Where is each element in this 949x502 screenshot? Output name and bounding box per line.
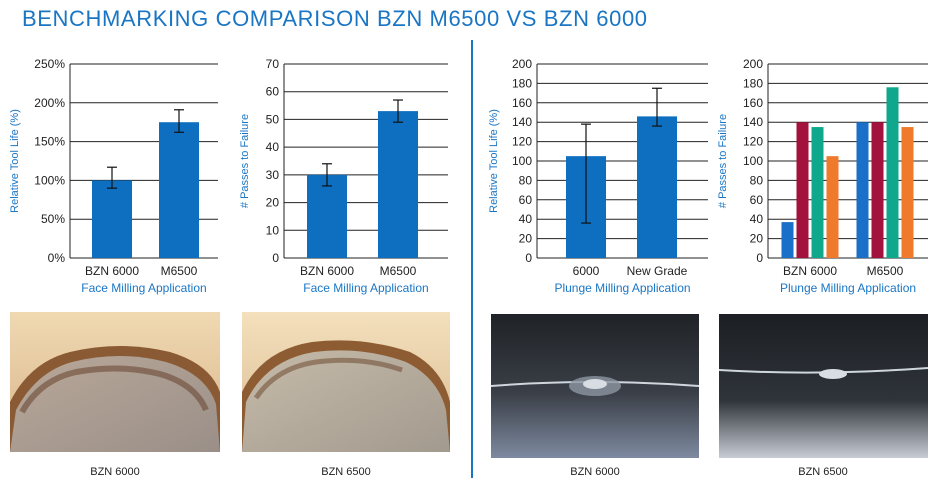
y-tick-label: 140: [512, 115, 532, 129]
y-axis-title: # Passes to Failure: [717, 114, 729, 208]
y-tick-label: 10: [266, 223, 280, 237]
y-tick-label: 60: [750, 193, 764, 207]
y-tick-label: 60: [266, 85, 280, 99]
y-tick-label: 30: [266, 168, 280, 182]
bar: [901, 127, 914, 258]
y-tick-label: 80: [750, 173, 764, 187]
photo-caption: BZN 6000: [570, 466, 620, 478]
y-tick-label: 150%: [34, 135, 65, 149]
y-tick-label: 0: [756, 251, 763, 265]
y-tick-label: 0: [272, 251, 279, 265]
face-mill-insert-wear-photo-icon: [242, 312, 450, 452]
x-axis-title: Plunge Milling Application: [554, 281, 690, 295]
x-tick-label: 6000: [573, 264, 600, 278]
bar: [856, 122, 869, 258]
y-tick-label: 200: [512, 57, 532, 71]
photo-plunge-bzn6000: [491, 314, 699, 458]
y-tick-label: 180: [512, 76, 532, 90]
y-tick-label: 100%: [34, 173, 65, 187]
y-tick-label: 60: [519, 193, 533, 207]
y-tick-label: 160: [512, 96, 532, 110]
photo-face-bzn6500: [242, 312, 450, 452]
y-tick-label: 20: [519, 232, 533, 246]
y-tick-label: 120: [743, 135, 763, 149]
y-tick-label: 50: [266, 112, 280, 126]
x-axis-title: Face Milling Application: [303, 281, 428, 295]
y-tick-label: 200%: [34, 96, 65, 110]
bar: [811, 127, 824, 258]
x-axis-title: Face Milling Application: [81, 281, 206, 295]
y-tick-label: 0: [525, 251, 532, 265]
x-tick-label: M6500: [161, 264, 198, 278]
section-divider: [471, 40, 473, 478]
y-tick-label: 160: [743, 96, 763, 110]
bar: [886, 87, 899, 258]
chart-plunge-milling-tool-life: 0 20 40 60 80 100 120 140 160 180 200 6000 New Grade…: [488, 57, 708, 295]
y-tick-label: 100: [743, 154, 763, 168]
y-tick-label: 40: [519, 212, 533, 226]
bar: [796, 122, 809, 258]
face-mill-insert-wear-photo-icon: [10, 312, 220, 452]
photo-plunge-bzn6500: [719, 314, 928, 458]
y-tick-label: 20: [750, 232, 764, 246]
y-tick-label: 0%: [48, 251, 66, 265]
bar: [307, 174, 347, 258]
chart-plunge-milling-passes: 0 20 40 60 80 100 120 140 160 180 200 BZN 6000 M6500…: [717, 57, 928, 295]
y-axis-title: Relative Tool Life (%): [9, 109, 21, 213]
x-tick-label: BZN 6000: [300, 264, 354, 278]
y-tick-label: 40: [266, 140, 280, 154]
photo-caption: BZN 6000: [90, 466, 140, 478]
y-tick-label: 20: [266, 196, 280, 210]
y-tick-label: 100: [512, 154, 532, 168]
bar: [637, 116, 677, 258]
x-axis-title: Plunge Milling Application: [780, 281, 916, 295]
photo-caption: BZN 6500: [321, 466, 371, 478]
bar: [781, 222, 794, 258]
photo-caption: BZN 6500: [798, 466, 848, 478]
chart-face-milling-passes: 0 10 20 30 40 50 60 70 BZN 6000 M6500 Face Milling…: [239, 57, 448, 295]
y-axis-title: Relative Tool Life (%): [488, 109, 500, 213]
y-tick-label: 140: [743, 115, 763, 129]
bar: [378, 111, 418, 258]
y-axis-title: # Passes to Failure: [239, 114, 251, 208]
x-tick-label: BZN 6000: [85, 264, 139, 278]
y-tick-label: 80: [519, 173, 533, 187]
y-tick-label: 180: [743, 76, 763, 90]
bar: [92, 180, 132, 258]
plunge-mill-insert-wear-photo-icon: [719, 314, 928, 458]
chart-face-milling-tool-life: 0% 50% 100% 150% 200% 250% BZN 6000 M6500 Face M…: [9, 57, 218, 295]
y-tick-label: 250%: [34, 57, 65, 71]
bar: [159, 122, 199, 258]
plunge-mill-insert-wear-photo-icon: [491, 314, 699, 458]
page-title: BENCHMARKING COMPARISON BZN M6500 VS BZN…: [22, 6, 648, 31]
bar: [871, 122, 884, 258]
photo-face-bzn6000: [10, 312, 220, 452]
x-tick-label: New Grade: [627, 264, 688, 278]
bar: [826, 156, 839, 258]
y-tick-label: 70: [266, 57, 280, 71]
y-tick-label: 50%: [41, 212, 65, 226]
y-tick-label: 200: [743, 57, 763, 71]
x-tick-label: M6500: [867, 264, 904, 278]
y-tick-label: 120: [512, 135, 532, 149]
y-tick-label: 40: [750, 212, 764, 226]
x-tick-label: BZN 6000: [783, 264, 837, 278]
x-tick-label: M6500: [380, 264, 417, 278]
